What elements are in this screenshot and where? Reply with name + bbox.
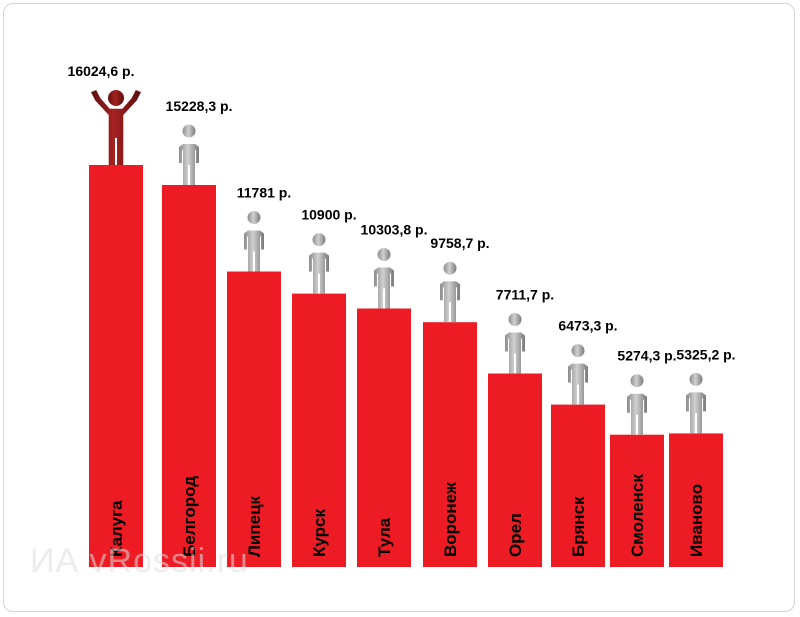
category-label-1: Калуга: [107, 500, 126, 557]
category-label-3: Липецк: [245, 495, 264, 557]
bar-7: [488, 373, 542, 567]
winner-figure-icon: [91, 90, 141, 165]
value-label-4: 10900 р.: [301, 207, 356, 223]
value-label-8: 6473,3 р.: [558, 318, 617, 334]
person-icon: [505, 313, 525, 374]
bar-5: [357, 308, 411, 567]
value-label-3: 11781 р.: [237, 185, 292, 201]
category-label-5: Тула: [375, 517, 394, 557]
person-icon: [179, 124, 199, 185]
bar-4: [292, 293, 346, 567]
value-label-9: 5274,3 р.: [617, 348, 676, 364]
bar-1: [89, 165, 143, 567]
category-label-4: Курск: [310, 509, 329, 557]
bar-3: [227, 271, 281, 567]
value-label-5: 10303,8 р.: [361, 222, 428, 238]
value-label-6: 9758,7 р.: [430, 235, 489, 251]
person-icon: [374, 248, 394, 309]
person-icon: [627, 374, 647, 435]
person-icon: [686, 372, 706, 434]
category-label-10: Иваново: [687, 484, 706, 557]
person-icon: [244, 211, 264, 272]
category-label-7: Орел: [506, 513, 525, 557]
value-label-2: 15228,3 р.: [166, 98, 233, 114]
bar-8: [551, 404, 605, 567]
category-label-9: Смоленск: [628, 474, 647, 557]
category-label-8: Брянск: [569, 496, 588, 557]
bar-10: [669, 433, 723, 567]
value-label-10: 5325,2 р.: [676, 346, 735, 362]
watermark-text: ИА vRossii.ru: [30, 542, 249, 580]
person-icon: [568, 344, 588, 405]
category-label-2: Белгород: [180, 476, 199, 557]
category-label-6: Воронеж: [441, 481, 460, 557]
bar-9: [610, 434, 664, 567]
value-label-7: 7711,7 р.: [496, 287, 554, 303]
bar-6: [423, 322, 477, 567]
person-icon: [309, 233, 329, 294]
bar-2: [162, 185, 216, 567]
value-label-1: 16024,6 р.: [68, 63, 135, 79]
person-icon: [440, 261, 460, 323]
